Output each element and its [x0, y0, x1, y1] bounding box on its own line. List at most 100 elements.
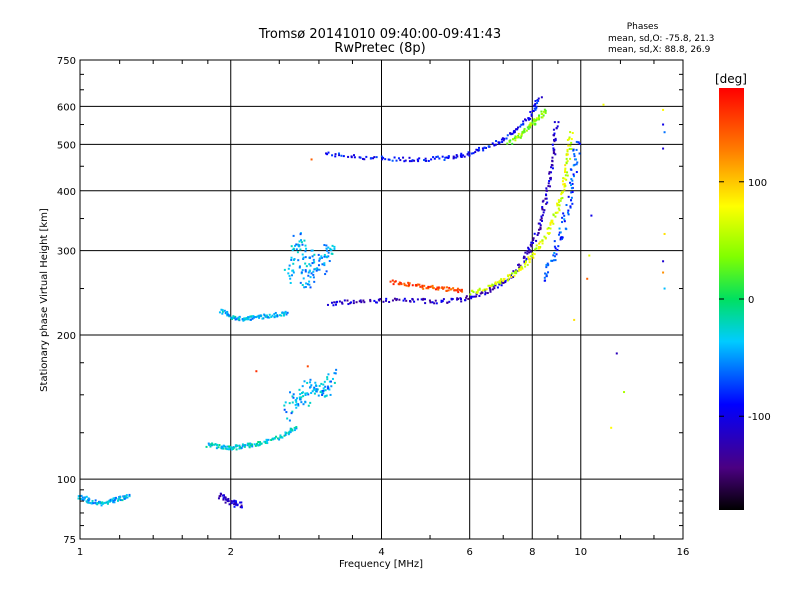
data-point	[224, 496, 227, 499]
data-point	[290, 245, 293, 248]
data-point	[512, 130, 515, 133]
data-point	[515, 270, 518, 273]
data-point	[571, 191, 574, 194]
data-point	[232, 315, 235, 318]
data-point	[546, 201, 549, 204]
data-point	[424, 302, 427, 305]
data-point	[309, 276, 312, 279]
data-point	[563, 177, 566, 180]
data-point	[326, 378, 329, 381]
data-point	[312, 273, 315, 276]
y-tick-label: 600	[57, 102, 76, 113]
data-point	[222, 444, 225, 447]
data-point	[456, 289, 459, 292]
data-point	[315, 390, 318, 393]
data-point	[460, 300, 463, 303]
data-point	[333, 381, 336, 384]
data-point	[517, 136, 520, 139]
data-point	[553, 132, 556, 135]
data-point	[275, 435, 278, 438]
data-point	[557, 245, 560, 248]
data-point	[495, 140, 498, 143]
data-point	[419, 285, 422, 288]
colorbar-tick-label: 0	[748, 295, 754, 306]
data-point	[491, 288, 494, 291]
data-point	[290, 412, 293, 415]
data-point	[551, 259, 554, 262]
data-point	[408, 156, 411, 159]
data-point	[235, 501, 238, 504]
data-point	[310, 158, 313, 161]
data-point	[245, 318, 248, 321]
data-point	[325, 394, 328, 397]
data-point	[543, 209, 546, 212]
data-point	[533, 232, 536, 235]
data-point	[352, 299, 355, 302]
data-point	[226, 448, 229, 451]
data-point	[242, 319, 245, 322]
data-point	[360, 301, 363, 304]
data-point	[328, 380, 331, 383]
data-point	[559, 238, 562, 241]
data-point	[280, 314, 283, 317]
data-point	[375, 301, 378, 304]
data-point	[352, 154, 355, 157]
data-point	[240, 446, 243, 449]
data-point	[255, 370, 258, 373]
data-point	[236, 444, 239, 447]
data-point	[501, 137, 504, 140]
data-point	[561, 196, 564, 199]
data-point	[106, 501, 109, 504]
data-point	[311, 262, 314, 265]
x-tick-label: 6	[466, 547, 472, 558]
data-point	[312, 388, 315, 391]
data-point	[290, 428, 293, 431]
data-point	[512, 138, 515, 141]
data-point	[239, 446, 242, 449]
data-point	[422, 287, 425, 290]
data-point	[233, 446, 236, 449]
data-point	[490, 285, 493, 288]
data-point	[506, 279, 509, 282]
data-point	[435, 302, 438, 305]
data-point	[308, 256, 311, 259]
data-point	[288, 274, 291, 277]
data-point	[488, 287, 491, 290]
data-point	[261, 317, 264, 320]
data-point	[285, 313, 288, 316]
data-point	[553, 255, 556, 258]
data-point	[321, 393, 324, 396]
data-point	[222, 497, 225, 500]
data-point	[235, 448, 238, 451]
data-point	[506, 134, 509, 137]
data-point	[264, 441, 267, 444]
data-point	[569, 181, 572, 184]
data-point	[541, 214, 544, 217]
data-point	[305, 282, 308, 285]
data-point	[257, 444, 260, 447]
data-point	[211, 443, 214, 446]
data-point	[565, 157, 568, 160]
data-point	[332, 304, 335, 307]
data-point	[125, 494, 128, 497]
data-point	[292, 262, 295, 265]
data-point	[244, 444, 247, 447]
data-point	[226, 499, 229, 502]
data-point	[334, 303, 337, 306]
data-point	[548, 172, 551, 175]
data-point	[456, 298, 459, 301]
data-point	[570, 199, 573, 202]
data-point	[249, 318, 252, 321]
data-point	[548, 232, 551, 235]
data-point	[575, 163, 578, 166]
data-point	[510, 272, 513, 275]
data-point	[114, 496, 117, 499]
data-point	[520, 133, 523, 136]
data-point	[493, 287, 496, 290]
data-point	[502, 278, 505, 281]
data-point	[253, 443, 256, 446]
data-point	[475, 291, 478, 294]
data-point	[220, 446, 223, 449]
data-point	[494, 143, 497, 146]
data-point	[318, 384, 321, 387]
